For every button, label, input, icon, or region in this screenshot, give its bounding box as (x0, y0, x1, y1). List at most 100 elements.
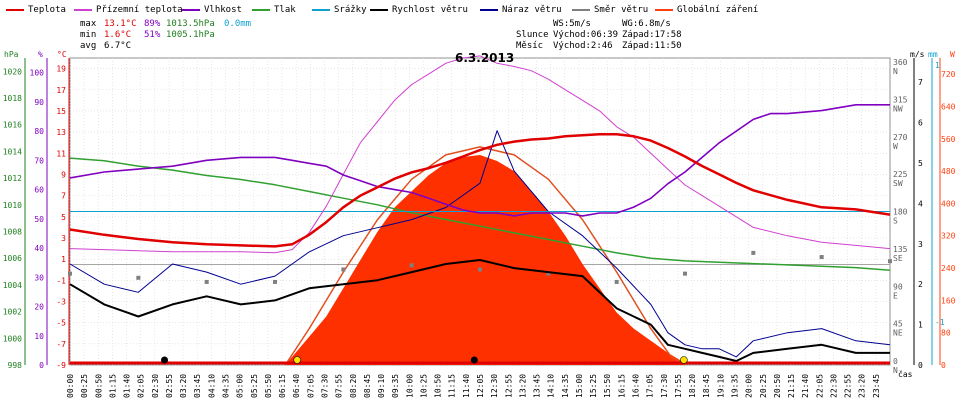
x-tick-label: 08:45 (363, 374, 372, 398)
x-tick-label: 09:10 (377, 374, 386, 398)
x-tick-label: 23:20 (858, 374, 867, 398)
x-tick-label: 07:55 (335, 374, 344, 398)
y-tick-label-radiation: 480 (941, 167, 956, 176)
unit-degc: °C (57, 50, 67, 59)
legend-item-globalni-zareni: Globální záření (655, 4, 758, 16)
series-ground-temperature (69, 55, 891, 254)
legend-label: Směr větru (594, 5, 649, 15)
unit-mm: mm (928, 50, 938, 59)
y-tick-label-humidity: 20 (34, 303, 44, 312)
unit-w: W (950, 50, 955, 59)
x-tick-label: 00:25 (80, 374, 89, 398)
wind-direction-point (546, 271, 551, 276)
y-tick-label-direction: 135 (893, 245, 908, 254)
y-tick-label-radiation: 240 (941, 264, 956, 273)
moon-label: Měsíc (516, 41, 544, 51)
x-tick-label: 15:00 (575, 374, 584, 398)
x-tick-label: 21:15 (787, 374, 796, 398)
y-tick-label-pressure: 1014 (3, 147, 22, 156)
y-tick-label-direction: NE (893, 329, 903, 338)
y-tick-label-direction: 45 (893, 320, 903, 329)
y-tick-label-direction: 180 (893, 208, 908, 217)
x-tick-label: 16:40 (632, 374, 641, 398)
y-tick-label-pressure: 1010 (3, 201, 22, 210)
x-tick-label: 07:05 (306, 374, 315, 398)
wind-direction-point (614, 279, 619, 284)
x-tick-label: 14:35 (561, 374, 570, 398)
y-tick-label-temperature: 5 (61, 213, 66, 222)
x-tick-label: 20:00 (745, 374, 754, 398)
y-tick-label-pressure: 1016 (3, 121, 22, 130)
legend-swatch (572, 8, 590, 11)
x-tick-label: 06:40 (292, 374, 301, 398)
y-tick-label-humidity: 30 (34, 273, 44, 282)
wind-direction-point (478, 267, 482, 272)
y-tick-label-humidity: 40 (34, 244, 44, 253)
x-tick-label: 18:45 (702, 374, 711, 398)
stat-max-hum: 89% (144, 19, 161, 29)
y-tick-label-humidity: 50 (34, 215, 44, 224)
series-wind-speed (69, 259, 890, 362)
legend-swatch (74, 8, 92, 11)
x-tick-label: 17:05 (646, 374, 655, 398)
y-tick-label-temperature: 9 (61, 170, 66, 179)
stat-min-press: 1005.1hPa (166, 30, 215, 40)
chart-title: 6.3.2013 (455, 51, 515, 65)
x-tick-label: 18:20 (688, 374, 697, 398)
unit-hpa: hPa (4, 50, 19, 59)
y-tick-label-humidity: 70 (34, 156, 44, 165)
x-tick-label: 08:20 (349, 374, 358, 398)
y-tick-label-direction: 90 (893, 282, 903, 291)
x-tick-label: 12:05 (476, 374, 485, 398)
sun-label: Slunce (516, 30, 549, 40)
x-tick-label: 02:30 (151, 374, 160, 398)
y-tick-label-humidity: 0 (39, 361, 44, 370)
x-tick-label: 06:15 (278, 374, 287, 398)
legend-label: Vlhkost (204, 5, 242, 15)
y-tick-label-pressure: 998 (8, 361, 23, 370)
y-tick-label-wind: 5 (918, 159, 923, 168)
stat-min-hum: 51% (144, 30, 161, 40)
y-tick-label-wind: 2 (918, 280, 923, 289)
y-tick-label-temperature: 7 (61, 192, 66, 201)
y-tick-label-radiation: 400 (941, 199, 956, 208)
x-tick-label: 12:55 (504, 374, 513, 398)
y-tick-label-pressure: 1006 (3, 254, 22, 263)
x-tick-label: 05:50 (264, 374, 273, 398)
wind-direction-point (136, 275, 141, 280)
x-tick-label: 02:55 (165, 374, 174, 398)
y-tick-label-direction: SE (893, 254, 903, 263)
x-tick-label: 20:25 (759, 374, 768, 398)
y-tick-label-humidity: 60 (34, 186, 44, 195)
x-tick-label: 10:50 (434, 374, 443, 398)
y-tick-label-temperature: 19 (56, 65, 66, 74)
x-tick-label: 09:35 (391, 374, 400, 398)
stat-min-label: min (80, 30, 97, 40)
y-tick-label-wind: 1 (918, 321, 923, 330)
y-tick-label-wind: 4 (918, 199, 923, 208)
legend-label: Globální záření (677, 5, 759, 15)
y-tick-label-pressure: 1018 (3, 94, 22, 103)
y-tick-label-direction: SW (893, 179, 903, 188)
legend-swatch (252, 8, 270, 11)
y-tick-label-radiation: 720 (941, 70, 956, 79)
x-tick-label: 14:10 (547, 374, 556, 398)
sunset: Západ:17:58 (622, 30, 682, 40)
stat-max-label: max (80, 19, 97, 29)
moonrise: Východ:2:46 (553, 41, 613, 51)
y-tick-label-direction: N (893, 366, 898, 375)
y-tick-label-rain: 1 (935, 61, 940, 70)
y-tick-label-direction: 225 (893, 170, 908, 179)
y-tick-label-temperature: 17 (56, 86, 66, 95)
x-tick-label: 01:15 (108, 374, 117, 398)
y-tick-label-temperature: -9 (56, 361, 66, 370)
wind-direction-point (273, 279, 277, 284)
y-tick-label-temperature: 13 (56, 128, 66, 137)
x-tick-label: 17:30 (660, 374, 669, 398)
y-tick-label-wind: 0 (918, 361, 923, 370)
x-tick-label: 15:50 (603, 374, 612, 398)
moonset-marker (470, 356, 478, 364)
y-tick-label-humidity: 90 (34, 98, 44, 107)
x-tick-label: 16:15 (617, 374, 626, 398)
y-tick-label-direction: 360 (893, 58, 908, 67)
